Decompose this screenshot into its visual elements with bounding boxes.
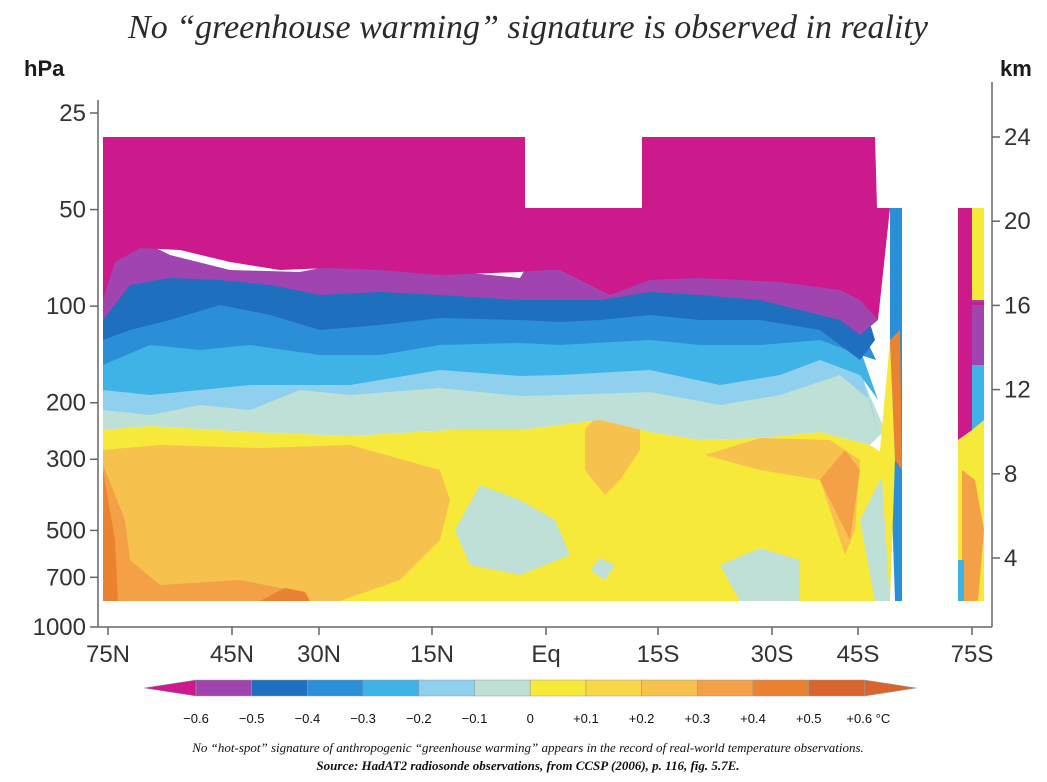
left-tick-label: 100 — [46, 293, 86, 320]
band-below-neg0.6 — [103, 137, 890, 320]
x-tick-label: 30N — [297, 641, 341, 668]
colorbar-label: +0.4 — [740, 711, 766, 726]
x-tick-label: 75N — [86, 641, 130, 668]
right-axis-ticks: 24 20 16 12 8 4 — [992, 124, 1031, 572]
colorbar-label: −0.6 — [183, 711, 209, 726]
left-tick-label: 25 — [59, 100, 86, 127]
band-0.2-to-0.3-right — [705, 438, 860, 555]
colorbar-label: +0.5 — [796, 711, 822, 726]
band-0.3-to-0.4-lower-left — [103, 465, 310, 601]
right-tick-label: 16 — [1004, 292, 1031, 319]
column-75S-deep — [958, 208, 972, 440]
column-75S-edge — [958, 560, 964, 601]
band-0.3-to-0.4-right — [820, 450, 860, 540]
colorbar-label: −0.3 — [350, 711, 376, 726]
right-axis-unit: km — [1000, 56, 1032, 81]
band-neg0.1-to-0-right — [720, 548, 800, 601]
left-tick-label: 50 — [59, 197, 86, 224]
x-tick-label: 75S — [951, 641, 994, 668]
colorbar-bin — [752, 679, 810, 697]
colorbar-bin — [307, 679, 364, 697]
axes-frame — [97, 82, 993, 628]
colorbar-bin — [529, 679, 587, 697]
x-tick-label: 15S — [637, 641, 680, 668]
x-tick-label: 15N — [410, 641, 454, 668]
right-tick-label: 12 — [1004, 377, 1031, 404]
column-75S-orange — [962, 470, 984, 601]
right-tick-label: 4 — [1004, 545, 1017, 572]
x-tick-label: 45S — [837, 641, 880, 668]
colorbar-label: +0.3 — [684, 711, 710, 726]
x-tick-label: 30S — [751, 641, 794, 668]
colorbar-bin — [195, 679, 252, 697]
colorbar-bins — [143, 679, 917, 697]
band-0.2-to-0.3-lower-left — [103, 445, 450, 601]
colorbar-label: +0.6 °C — [846, 711, 890, 726]
colorbar-bin — [864, 679, 917, 697]
x-tick-label: Eq — [531, 641, 560, 668]
colorbar-label: −0.1 — [462, 711, 488, 726]
right-tick-label: 20 — [1004, 208, 1031, 235]
colorbar-bin — [808, 679, 865, 697]
right-tick-label: 24 — [1004, 124, 1031, 151]
right-edge-strip-warm — [890, 330, 902, 470]
colorbar-label: +0.2 — [629, 711, 655, 726]
left-axis-unit: hPa — [24, 56, 65, 81]
band-neg0.6-to-neg0.5 — [103, 210, 878, 335]
colorbar-label: +0.1 — [573, 711, 599, 726]
band-0.4-to-0.5-bottom — [260, 588, 310, 601]
caption-line-2: Source: HadAT2 radiosonde observations, … — [316, 758, 739, 773]
colorbar-label: −0.4 — [295, 711, 321, 726]
band-neg0.1-to-0-edge — [860, 470, 890, 601]
left-tick-label: 700 — [46, 564, 86, 591]
left-tick-label: 500 — [46, 517, 86, 544]
x-tick-label: 45N — [210, 641, 254, 668]
x-axis-ticks: 75N 45N 30N 15N Eq 15S 30S 45S 75S — [86, 627, 993, 668]
colorbar-bin — [585, 679, 642, 697]
colorbar-labels: −0.6 −0.5 −0.4 −0.3 −0.2 −0.1 0 +0.1 +0.2 +0.3 +0.… — [183, 711, 890, 726]
temperature-contour-field — [103, 137, 984, 601]
chart-title: No “greenhouse warming” signature is obs… — [127, 9, 929, 46]
column-75S — [958, 208, 984, 601]
colorbar-bin — [696, 679, 754, 697]
colorbar-bin — [474, 679, 531, 697]
left-axis-ticks: 25 50 100 200 300 500 700 1000 — [33, 100, 98, 641]
colorbar-bin — [143, 679, 197, 697]
left-tick-label: 200 — [46, 390, 86, 417]
colorbar: −0.6 −0.5 −0.4 −0.3 −0.2 −0.1 0 +0.1 +0.2 +0.3 +0.… — [143, 679, 917, 726]
colorbar-bin — [362, 679, 420, 697]
left-tick-label: 1000 — [33, 614, 86, 641]
caption-line-1: No “hot-spot” signature of anthropogenic… — [191, 740, 864, 755]
colorbar-label: −0.5 — [239, 711, 265, 726]
colorbar-bin — [641, 679, 698, 697]
colorbar-bin — [251, 679, 308, 697]
colorbar-bin — [418, 679, 475, 697]
band-0.4-to-0.5-edge — [103, 470, 118, 601]
left-tick-label: 300 — [46, 446, 86, 473]
right-edge-strip-yellow — [880, 340, 895, 601]
band-neg0.1-to-0-mid — [455, 485, 570, 575]
colorbar-label: 0 — [527, 711, 534, 726]
right-tick-label: 8 — [1004, 461, 1017, 488]
colorbar-label: −0.2 — [406, 711, 432, 726]
band-neg0.1-to-0-lower — [590, 558, 615, 580]
